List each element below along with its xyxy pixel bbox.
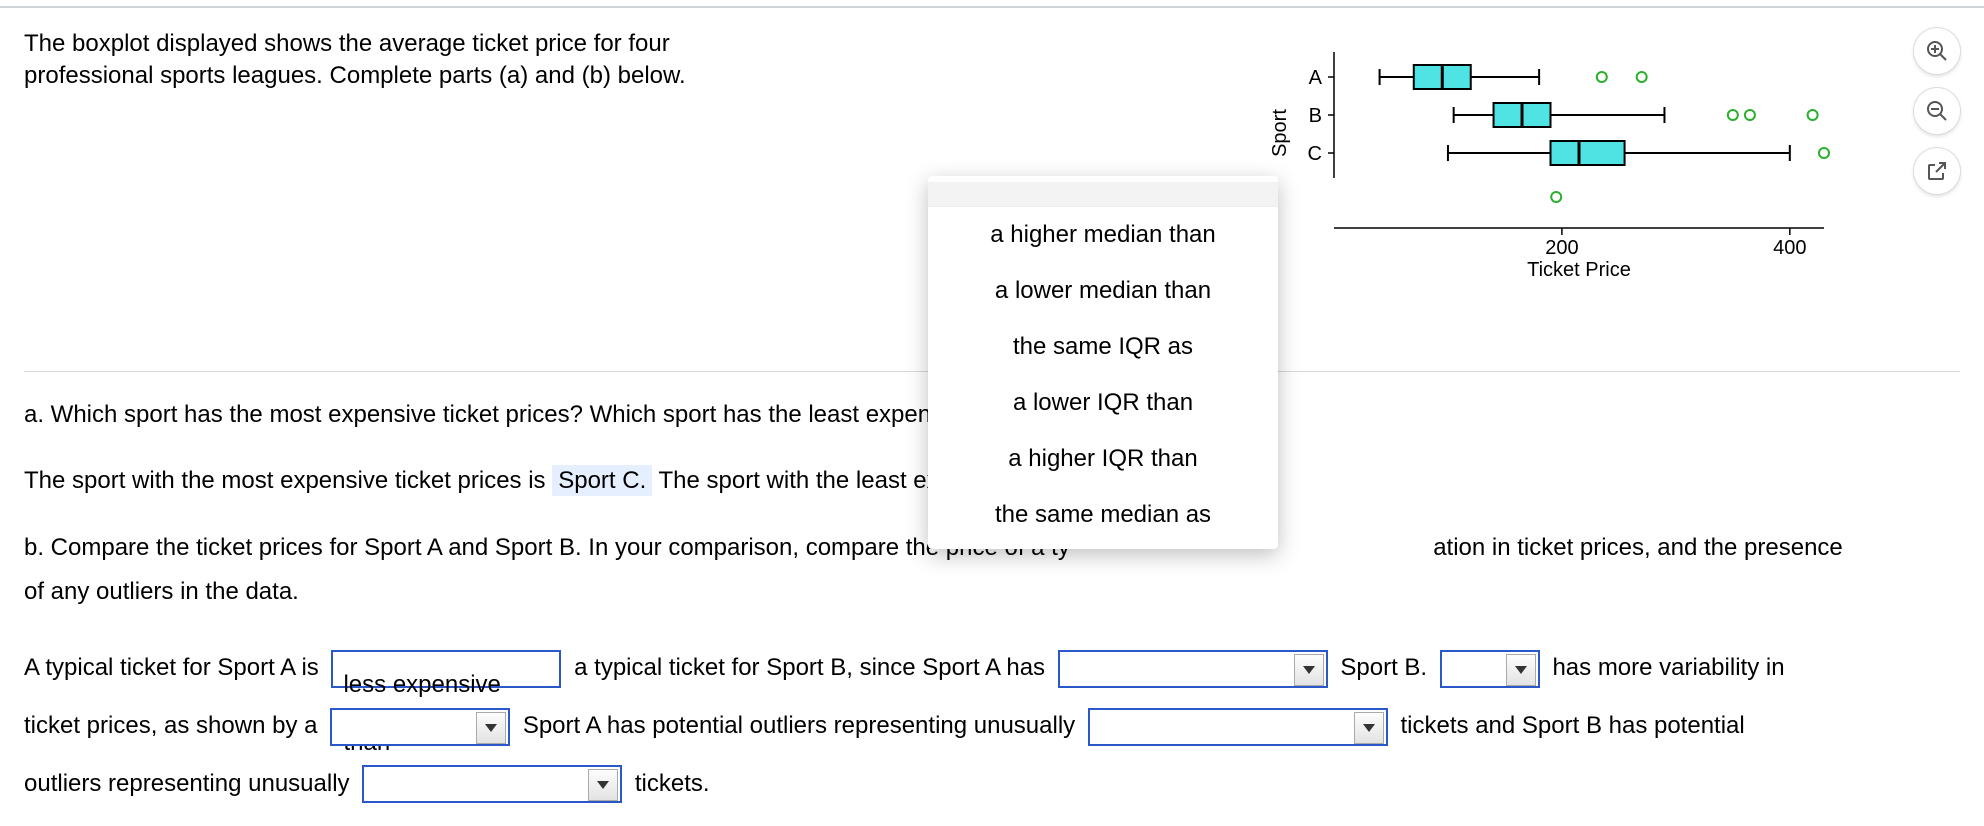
- svg-text:Sport: Sport: [1269, 109, 1291, 157]
- text: has more variability in: [1552, 654, 1784, 681]
- answer-highlight: Sport C.: [552, 465, 652, 496]
- text: Sport A has potential outliers represent…: [523, 712, 1075, 739]
- dropdown-menu[interactable]: a higher median thana lower median thant…: [928, 176, 1278, 549]
- text: Sport B.: [1340, 654, 1427, 681]
- zoom-out-icon[interactable]: [1914, 88, 1960, 134]
- blank-5-dropdown[interactable]: [1088, 708, 1388, 746]
- text: tickets.: [635, 770, 710, 797]
- dropdown-option[interactable]: the same median as: [928, 487, 1278, 543]
- open-external-icon[interactable]: [1914, 148, 1960, 194]
- blank-1[interactable]: less expensive than: [331, 650, 561, 688]
- text: outliers representing unusually: [24, 770, 350, 797]
- dropdown-option[interactable]: a lower IQR than: [928, 375, 1278, 431]
- svg-text:C: C: [1308, 143, 1322, 165]
- svg-text:400: 400: [1773, 237, 1806, 259]
- chevron-down-icon: [588, 769, 618, 801]
- dropdown-option[interactable]: a lower median than: [928, 263, 1278, 319]
- text: ation in ticket prices, and the presence: [1433, 534, 1843, 561]
- svg-text:Ticket Price: Ticket Price: [1527, 259, 1631, 278]
- text: The sport with the most expensive ticket…: [24, 467, 552, 494]
- chevron-down-icon: [1506, 654, 1536, 686]
- chevron-down-icon: [476, 712, 506, 744]
- question-intro: The boxplot displayed shows the average …: [24, 28, 754, 93]
- dropdown-option[interactable]: a higher median than: [928, 207, 1278, 263]
- chevron-down-icon: [1354, 712, 1384, 744]
- blank-6-dropdown[interactable]: [362, 765, 622, 803]
- text: b. Compare the ticket prices for Sport A…: [24, 534, 1070, 561]
- dropdown-header: [928, 182, 1278, 207]
- dropdown-option[interactable]: a higher IQR than: [928, 431, 1278, 487]
- blank-4-dropdown[interactable]: [330, 708, 510, 746]
- svg-text:B: B: [1309, 105, 1322, 127]
- svg-text:A: A: [1309, 67, 1323, 89]
- fill-in-sentence: A typical ticket for Sport A is less exp…: [24, 639, 1960, 812]
- text: a typical ticket for Sport B, since Spor…: [574, 654, 1045, 681]
- blank-2-dropdown[interactable]: [1058, 650, 1328, 688]
- part-b-prompt-2: of any outliers in the data.: [24, 573, 1960, 611]
- dropdown-option[interactable]: the same IQR as: [928, 319, 1278, 375]
- svg-text:200: 200: [1545, 237, 1578, 259]
- blank-3-dropdown[interactable]: [1440, 650, 1540, 688]
- text: ticket prices, as shown by a: [24, 712, 317, 739]
- boxplot-chart: Sport ABC 200 400 Ticket Price: [1264, 38, 1844, 278]
- text: A typical ticket for Sport A is: [24, 654, 319, 681]
- zoom-in-icon[interactable]: [1914, 28, 1960, 74]
- text: tickets and Sport B has potential: [1401, 712, 1745, 739]
- chevron-down-icon: [1294, 654, 1324, 686]
